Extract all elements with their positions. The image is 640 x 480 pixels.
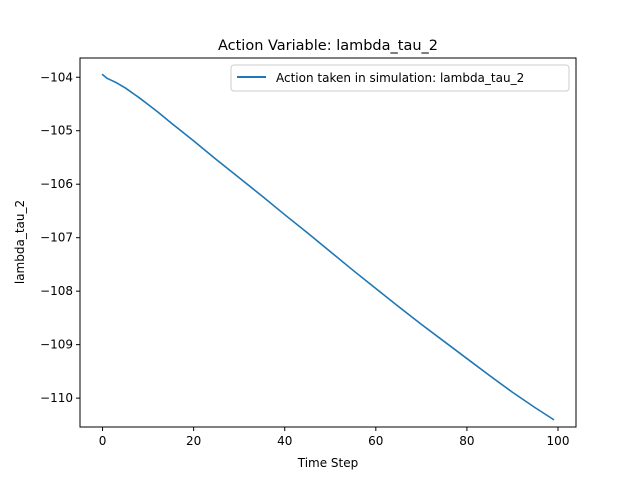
- series-line-0: [101, 73, 555, 421]
- plot-frame: [79, 57, 577, 428]
- x-tick-label: 80: [459, 434, 474, 448]
- y-tick-label: −107: [40, 231, 73, 245]
- x-tick-label: 20: [186, 434, 201, 448]
- y-axis: −110 −109 −108 −107 −106 −105 −104: [40, 70, 80, 405]
- chart-title: Action Variable: lambda_tau_2: [218, 38, 438, 54]
- plot-area: [101, 73, 555, 421]
- legend: Action taken in simulation: lambda_tau_2: [230, 64, 570, 92]
- y-tick-label: −109: [40, 338, 73, 352]
- x-axis-title: Time Step: [297, 456, 359, 470]
- x-tick-label: 0: [99, 434, 107, 448]
- x-tick-label: 60: [368, 434, 383, 448]
- y-tick-label: −106: [40, 177, 73, 191]
- y-tick-label: −108: [40, 284, 73, 298]
- legend-label: Action taken in simulation: lambda_tau_2: [276, 71, 524, 85]
- legend-box: [230, 64, 570, 92]
- y-tick-label: −105: [40, 124, 73, 138]
- x-tick-label: 100: [547, 434, 570, 448]
- y-tick-label: −104: [40, 70, 73, 84]
- y-axis-title: lambda_tau_2: [13, 200, 27, 284]
- x-axis: 0 20 40 60 80 100: [99, 427, 570, 448]
- y-tick-label: −110: [40, 391, 73, 405]
- x-tick-label: 40: [277, 434, 292, 448]
